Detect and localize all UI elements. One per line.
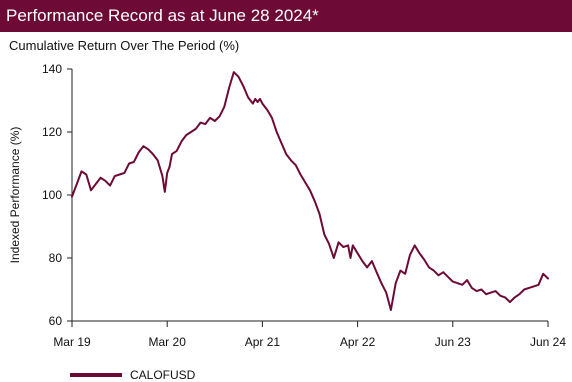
y-tick-label: 140 [42,62,62,76]
page-title: Performance Record as at June 28 2024* [6,6,319,25]
legend-label: CALOFUSD [130,368,196,382]
chart-series-layer [71,71,549,311]
chart-subtitle: Cumulative Return Over The Period (%) [9,38,240,53]
y-axis-title: Indexed Performance (%) [8,127,22,264]
series-line-calofusd [71,71,549,311]
x-tick-label: Apr 21 [245,335,281,349]
y-tick-label: 100 [42,188,62,202]
y-tick-label: 80 [49,251,63,265]
x-tick-label: Jun 23 [435,335,471,349]
x-tick-label: Mar 19 [53,335,91,349]
x-tick-label: Mar 20 [149,335,187,349]
title-banner: Performance Record as at June 28 2024* [0,0,572,32]
y-tick-label: 60 [49,314,63,328]
x-tick-label: Jun 24 [530,335,566,349]
chart-axes: 60 80 100 120 140 Mar 19 Mar 20 Apr 21 Apr 22 Jun… [8,62,566,349]
chart-legend: CALOFUSD [70,368,195,382]
x-tick-label: Apr 22 [340,335,376,349]
y-tick-label: 120 [42,125,62,139]
legend-swatch [70,373,122,377]
